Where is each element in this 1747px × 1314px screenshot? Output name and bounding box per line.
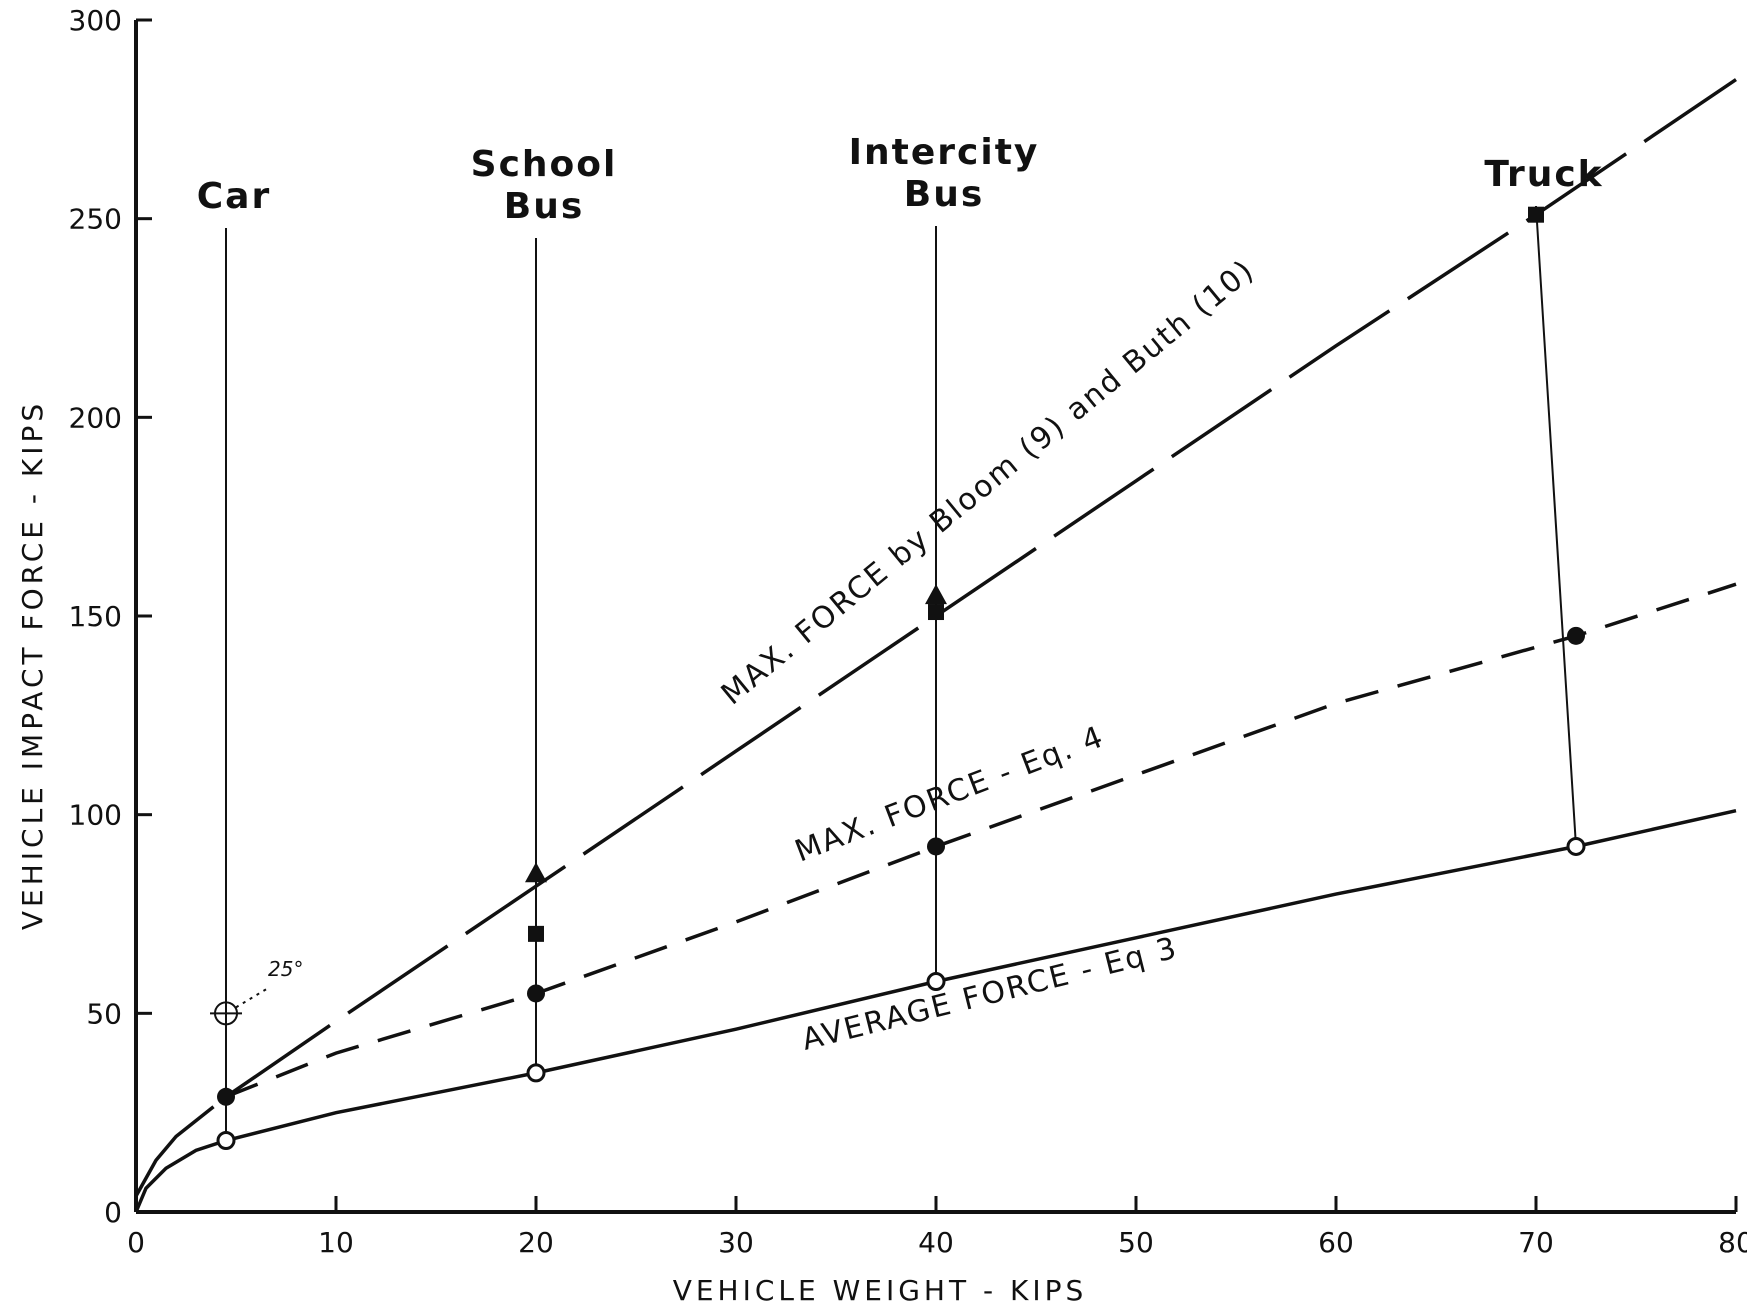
axes bbox=[134, 18, 1738, 1214]
data-points bbox=[210, 206, 1586, 1150]
series-line-0 bbox=[134, 78, 1737, 1197]
y-tick-label: 300 bbox=[69, 4, 122, 37]
x-tick-label: 70 bbox=[1518, 1226, 1554, 1259]
angle-label: 25° bbox=[268, 957, 303, 981]
x-tick-label: 10 bbox=[318, 1226, 354, 1259]
curve-label-bloom-buth: MAX. FORCE by Bloom (9) and Buth (10) bbox=[715, 253, 1262, 712]
x-tick-label: 40 bbox=[918, 1226, 954, 1259]
x-tick-label: 0 bbox=[127, 1226, 145, 1259]
vehicle-label: School bbox=[471, 144, 618, 185]
x-tick-label: 60 bbox=[1318, 1226, 1354, 1259]
open-circle-point bbox=[526, 1063, 546, 1083]
vehicle-label: Truck bbox=[1484, 154, 1603, 195]
open-circle-point bbox=[216, 1130, 236, 1150]
x-tick-label: 30 bbox=[718, 1226, 754, 1259]
vehicle-label: Intercity bbox=[849, 132, 1040, 173]
filled-square-point bbox=[928, 604, 944, 621]
filled-circle-point bbox=[217, 1087, 235, 1106]
vehicle-label: Car bbox=[197, 176, 271, 217]
filled-circle-point bbox=[527, 984, 545, 1003]
y-tick-label: 100 bbox=[69, 799, 122, 832]
open-circle-point bbox=[1566, 836, 1586, 856]
x-tick-label: 20 bbox=[518, 1226, 554, 1259]
vehicle-label: Bus bbox=[504, 186, 585, 227]
curve-label-eq3: AVERAGE FORCE - Eq 3 bbox=[798, 930, 1181, 1057]
vehicle-line bbox=[1535, 205, 1577, 847]
y-tick-label: 250 bbox=[69, 203, 122, 236]
x-tick-label: 50 bbox=[1118, 1226, 1154, 1259]
filled-circle-point bbox=[927, 837, 945, 856]
series-line-1 bbox=[225, 582, 1737, 1099]
y-tick-label: 50 bbox=[86, 997, 122, 1030]
y-tick-label: 200 bbox=[69, 401, 122, 434]
curve-label-eq4: MAX. FORCE - Eq. 4 bbox=[790, 719, 1109, 869]
x-axis-title: VEHICLE WEIGHT - KIPS bbox=[673, 1274, 1088, 1307]
open-circle-point bbox=[926, 972, 946, 992]
filled-triangle-point bbox=[925, 584, 947, 605]
y-tick-label: 150 bbox=[69, 600, 122, 633]
vehicle-label: Bus bbox=[904, 174, 985, 215]
x-tick-label: 80 bbox=[1718, 1226, 1747, 1259]
y-axis-title: VEHICLE IMPACT FORCE - KIPS bbox=[16, 400, 49, 930]
filled-square-point bbox=[1528, 206, 1544, 223]
filled-square-point bbox=[528, 925, 544, 942]
tick-labels: 0 10 20 30 40 50 60 70 80 0 50 100 150 200 250 300 bbox=[69, 4, 1747, 1259]
filled-circle-point bbox=[1567, 626, 1585, 645]
filled-triangle-point bbox=[525, 862, 547, 883]
y-tick-label: 0 bbox=[104, 1196, 122, 1229]
angle-indicator-line bbox=[235, 988, 267, 1009]
